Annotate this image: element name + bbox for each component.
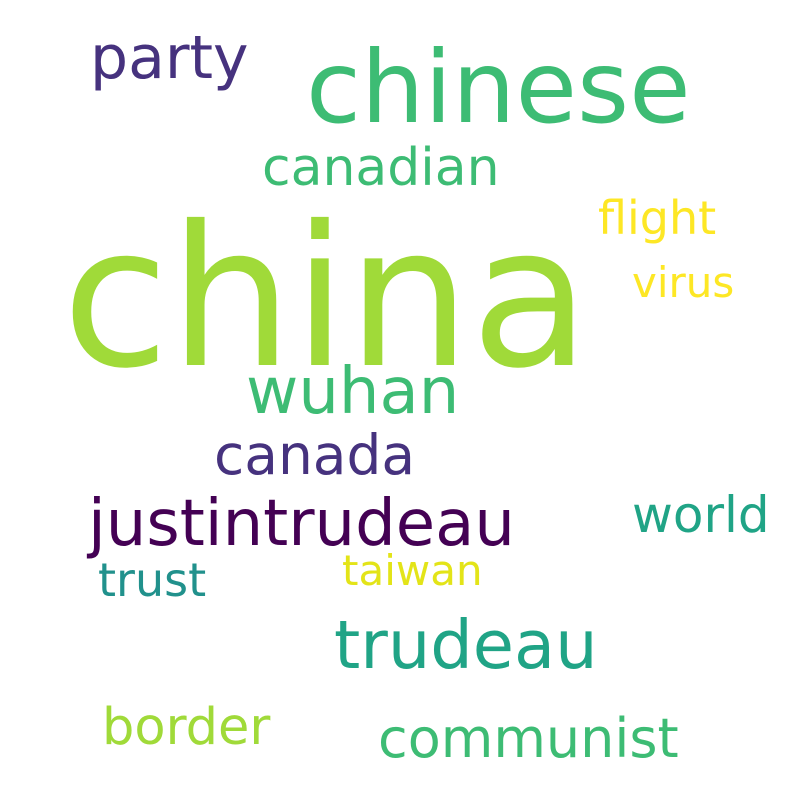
word-canadian: canadian [262, 138, 500, 198]
word-chinese: chinese [306, 29, 691, 146]
word-canada: canada [214, 423, 416, 487]
word-communist: communist [378, 707, 679, 770]
word-trust: trust [98, 553, 207, 607]
word-china: china [62, 184, 591, 411]
word-wuhan: wuhan [246, 355, 460, 429]
word-party: party [90, 23, 249, 93]
word-border: border [102, 698, 271, 757]
word-virus: virus [632, 258, 735, 307]
word-trudeau: trudeau [334, 606, 598, 684]
word-flight: flight [598, 191, 717, 245]
word-taiwan: taiwan [342, 546, 483, 595]
word-world: world [632, 486, 770, 544]
word-justintrudeau: justintrudeau [88, 487, 515, 561]
